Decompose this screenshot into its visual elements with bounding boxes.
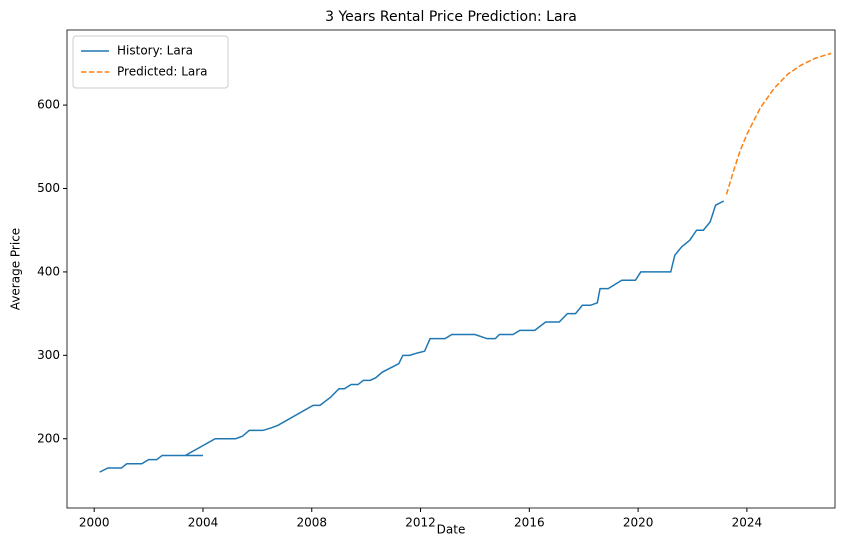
y-tick-label: 600 — [37, 98, 60, 112]
x-tick-label: 2008 — [296, 516, 327, 530]
legend-label: History: Lara — [117, 44, 193, 58]
legend-label: Predicted: Lara — [117, 65, 208, 79]
chart-title: 3 Years Rental Price Prediction: Lara — [325, 9, 577, 25]
series-line — [725, 52, 832, 195]
x-tick-label: 2020 — [623, 516, 654, 530]
y-axis-label: Average Price — [9, 228, 23, 310]
y-tick-label: 200 — [37, 431, 60, 445]
y-tick-label: 300 — [37, 348, 60, 362]
plot-frame — [66, 29, 836, 509]
x-tick-label: 2024 — [732, 516, 763, 530]
x-tick-label: 2016 — [514, 516, 545, 530]
y-tick-label: 500 — [37, 181, 60, 195]
x-tick-label: 2000 — [79, 516, 110, 530]
y-tick-label: 400 — [37, 264, 60, 278]
x-tick-label: 2004 — [188, 516, 219, 530]
x-axis-label: Date — [437, 523, 466, 537]
legend-box — [72, 35, 229, 89]
x-tick-label: 2012 — [405, 516, 436, 530]
series-line — [99, 200, 725, 473]
